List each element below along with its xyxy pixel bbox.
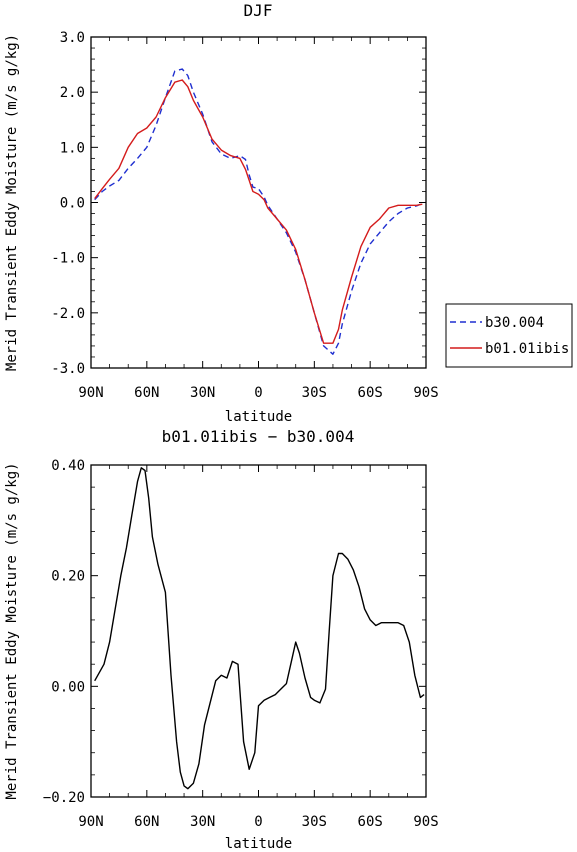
top-chart-x-ticks: 90N 60N 30N 0 30S 60S 90S xyxy=(78,37,439,401)
legend-box xyxy=(445,303,573,368)
legend-label-b30-004: b30.004 xyxy=(485,315,544,331)
y-tick-label: -2.0 xyxy=(51,306,85,322)
x-tick-label: 0 xyxy=(254,814,262,830)
y-tick-label: 0.20 xyxy=(51,569,85,585)
x-tick-label: 30N xyxy=(190,814,215,830)
y-tick-label: 0.0 xyxy=(60,196,85,212)
y-tick-label: -1.0 xyxy=(51,251,85,267)
bottom-chart-x-axis-label: latitude xyxy=(225,836,292,852)
series-line-b30-004 xyxy=(94,68,423,355)
bottom-chart-y-ticks: 0.40 0.20 0.00 −0.20 xyxy=(43,458,426,806)
bottom-chart: b01.01ibis − b30.004 0.40 0.20 0.00 −0.20 9… xyxy=(4,427,439,852)
x-tick-label: 30S xyxy=(302,814,327,830)
x-tick-label: 60S xyxy=(358,385,383,401)
top-chart-legend: b30.004 b01.01ibis xyxy=(445,303,573,368)
x-tick-label: 90S xyxy=(413,385,438,401)
x-tick-label: 90N xyxy=(78,385,103,401)
legend-label-b01-01ibis: b01.01ibis xyxy=(485,341,569,357)
x-tick-label: 60N xyxy=(134,814,159,830)
bottom-chart-plot-frame xyxy=(90,464,427,798)
bottom-chart-title: b01.01ibis − b30.004 xyxy=(162,427,355,446)
y-tick-label: 2.0 xyxy=(60,85,85,101)
top-chart-x-axis-label: latitude xyxy=(225,409,292,425)
y-tick-label: 0.00 xyxy=(51,679,85,695)
top-chart-y-ticks: 3.0 2.0 1.0 0.0 -1.0 -2.0 -3.0 xyxy=(51,30,426,377)
y-tick-label: 1.0 xyxy=(60,140,85,156)
x-tick-label: 30S xyxy=(302,385,327,401)
bottom-chart-y-axis-label: Merid Transient Eddy Moisture (m/s g/kg) xyxy=(4,462,20,799)
bottom-chart-series xyxy=(94,467,425,790)
series-line-difference xyxy=(94,467,425,790)
y-tick-label: -3.0 xyxy=(51,361,85,377)
bottom-chart-x-ticks: 90N 60N 30N 0 30S 60S 90S xyxy=(78,465,439,830)
top-chart-title: DJF xyxy=(244,1,273,20)
x-tick-label: 30N xyxy=(190,385,215,401)
y-tick-label: 0.40 xyxy=(51,458,85,474)
x-tick-label: 0 xyxy=(254,385,262,401)
top-chart-y-axis-label: Merid Transient Eddy Moisture (m/s g/kg) xyxy=(4,34,20,371)
x-tick-label: 60S xyxy=(358,814,383,830)
x-tick-label: 90N xyxy=(78,814,103,830)
top-chart-series xyxy=(94,68,423,355)
top-chart: DJF 3.0 2.0 1.0 0.0 -1.0 -2.0 -3.0 90N 60N 30N 0 3… xyxy=(4,1,573,425)
y-tick-label: 3.0 xyxy=(60,30,85,46)
series-line-b01-01ibis xyxy=(94,79,423,344)
x-tick-label: 60N xyxy=(134,385,159,401)
y-tick-label: −0.20 xyxy=(43,790,85,806)
x-tick-label: 90S xyxy=(413,814,438,830)
top-chart-plot-frame xyxy=(90,36,427,369)
